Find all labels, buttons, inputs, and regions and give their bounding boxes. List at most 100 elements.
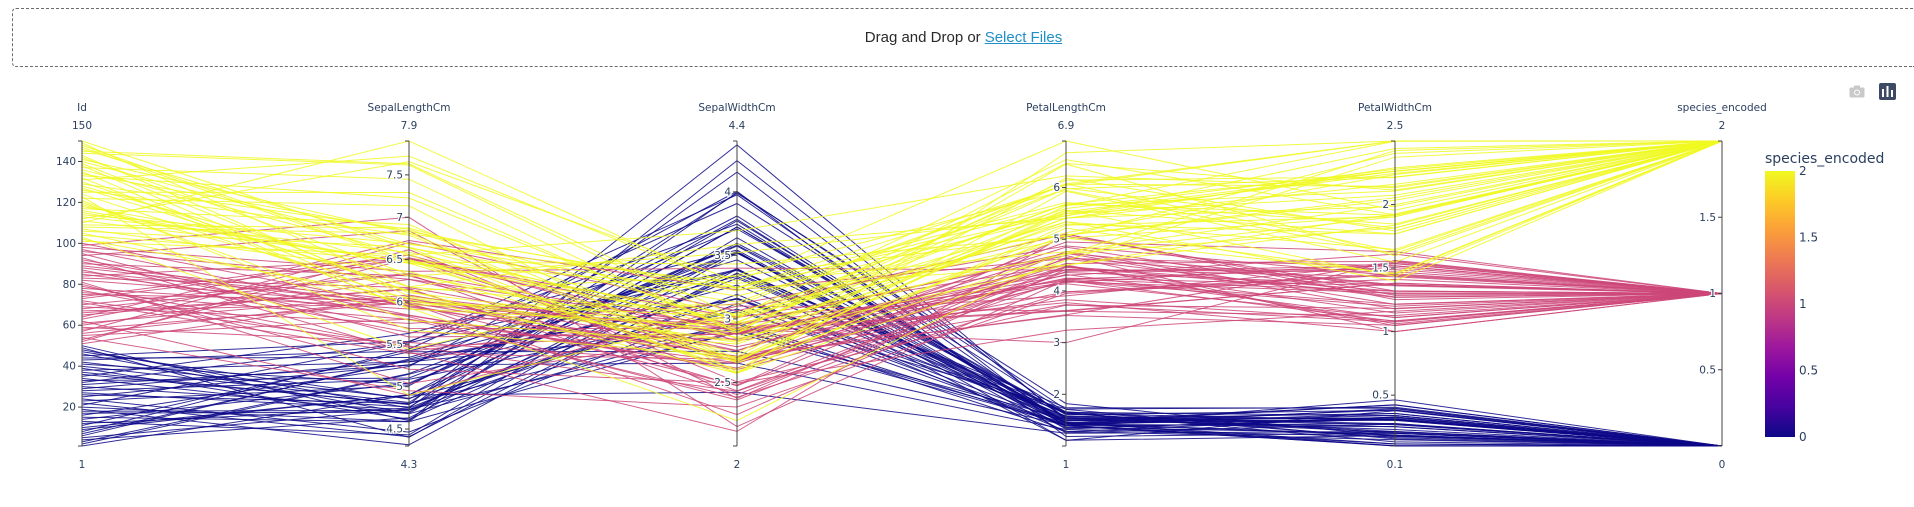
record-line — [81, 274, 1723, 408]
axis-label: SepalLengthCm — [368, 102, 451, 114]
tick-label: 1 — [1382, 326, 1389, 338]
tick-label: 60 — [63, 320, 76, 332]
tick-label: 100 — [56, 238, 76, 250]
colorbar: species_encoded 0 0.5 1 1.5 2 — [1765, 151, 1884, 444]
axis-max-label: 7.9 — [401, 120, 418, 132]
record-line — [81, 140, 1723, 317]
tick-label: 0.5 — [1372, 390, 1389, 402]
record-line — [81, 140, 1723, 361]
record-line — [81, 140, 1723, 265]
select-files-link[interactable]: Select Files — [984, 29, 1063, 46]
record-line — [81, 233, 1723, 332]
record-line — [81, 140, 1723, 396]
colorbar-tick-label: 0 — [1799, 430, 1807, 444]
axis-label: species_encoded — [1677, 102, 1767, 114]
upload-dropzone[interactable]: Drag and Drop or Select Files — [12, 8, 1914, 67]
axes: Id150120406080100120140SepalLengthCm7.94… — [55, 102, 1767, 471]
record-line — [81, 252, 1723, 447]
record-line — [81, 237, 1723, 447]
axis-label: PetalWidthCm — [1358, 102, 1432, 114]
record-line — [81, 140, 1723, 342]
tick-label: 3 — [724, 313, 731, 325]
tick-label: 2 — [1382, 199, 1389, 211]
record-line — [81, 267, 1723, 340]
record-line — [81, 140, 1723, 374]
record-line — [81, 191, 1723, 447]
record-line — [81, 140, 1723, 288]
record-line — [81, 332, 1723, 447]
tick-label: 2.5 — [714, 377, 731, 389]
tick-label: 7.5 — [386, 169, 403, 181]
colorbar-tick-label: 1 — [1799, 297, 1807, 311]
data-lines — [81, 140, 1723, 447]
tick-label: 5 — [396, 381, 403, 393]
axis-min-label: 1 — [79, 459, 86, 471]
modebar — [1848, 82, 1896, 100]
axis-min-label: 4.3 — [401, 459, 418, 471]
record-line — [81, 140, 1723, 327]
record-line — [81, 311, 1723, 447]
record-line — [81, 140, 1723, 306]
axis-label: SepalWidthCm — [698, 102, 775, 114]
tick-label: 4 — [1053, 285, 1060, 297]
axis-max-label: 2 — [1719, 120, 1726, 132]
axis-label: PetalLengthCm — [1026, 102, 1106, 114]
axis-min-label: 2 — [734, 459, 741, 471]
tick-label: 6.5 — [386, 254, 403, 266]
record-line — [81, 281, 1723, 364]
axis-max-label: 6.9 — [1058, 120, 1075, 132]
colorbar-tick-label: 2 — [1799, 164, 1807, 178]
axis-min-label: 0.1 — [1387, 459, 1404, 471]
axis-max-label: 2.5 — [1387, 120, 1404, 132]
colorbar-gradient — [1765, 171, 1795, 437]
tick-label: 1 — [1709, 288, 1716, 300]
tick-label: 6 — [1053, 182, 1060, 194]
record-line — [81, 140, 1723, 284]
record-line — [81, 140, 1723, 374]
tick-label: 140 — [56, 156, 76, 168]
axis-label: Id — [77, 102, 87, 114]
record-line — [81, 283, 1723, 384]
record-line — [81, 251, 1723, 328]
record-line — [81, 140, 1723, 371]
tick-label: 1.5 — [1372, 263, 1389, 275]
tick-label: 3 — [1053, 337, 1060, 349]
tick-label: 7 — [396, 212, 403, 224]
camera-icon[interactable] — [1848, 82, 1866, 100]
record-line — [81, 259, 1723, 447]
axis-max-label: 150 — [72, 120, 92, 132]
record-line — [81, 233, 1723, 432]
record-line — [81, 140, 1723, 292]
record-line — [81, 263, 1723, 362]
record-line — [81, 140, 1723, 289]
tick-label: 40 — [63, 361, 76, 373]
record-line — [81, 328, 1723, 447]
record-line — [81, 259, 1723, 401]
tick-label: 0.5 — [1699, 364, 1716, 376]
axis-min-label: 0 — [1719, 459, 1726, 471]
tick-label: 4.5 — [386, 424, 403, 436]
record-line — [81, 261, 1723, 330]
record-line — [81, 140, 1723, 351]
record-line — [81, 263, 1723, 352]
tick-label: 4 — [724, 186, 731, 198]
axis-max-label: 4.4 — [729, 120, 746, 132]
tick-label: 20 — [63, 402, 76, 414]
record-line — [81, 253, 1723, 338]
tick-label: 3.5 — [714, 250, 731, 262]
record-line — [81, 273, 1723, 447]
record-line — [81, 140, 1723, 331]
tick-label: 5.5 — [386, 339, 403, 351]
tick-label: 80 — [63, 279, 76, 291]
plotly-logo-icon[interactable] — [1878, 82, 1896, 100]
axis-min-label: 1 — [1063, 459, 1070, 471]
record-line — [81, 140, 1723, 277]
record-line — [81, 140, 1723, 282]
colorbar-tick-label: 0.5 — [1799, 364, 1818, 378]
record-line — [81, 265, 1723, 392]
record-line — [81, 308, 1723, 447]
record-line — [81, 249, 1723, 369]
tick-label: 120 — [56, 197, 76, 209]
tick-label: 1.5 — [1699, 212, 1716, 224]
